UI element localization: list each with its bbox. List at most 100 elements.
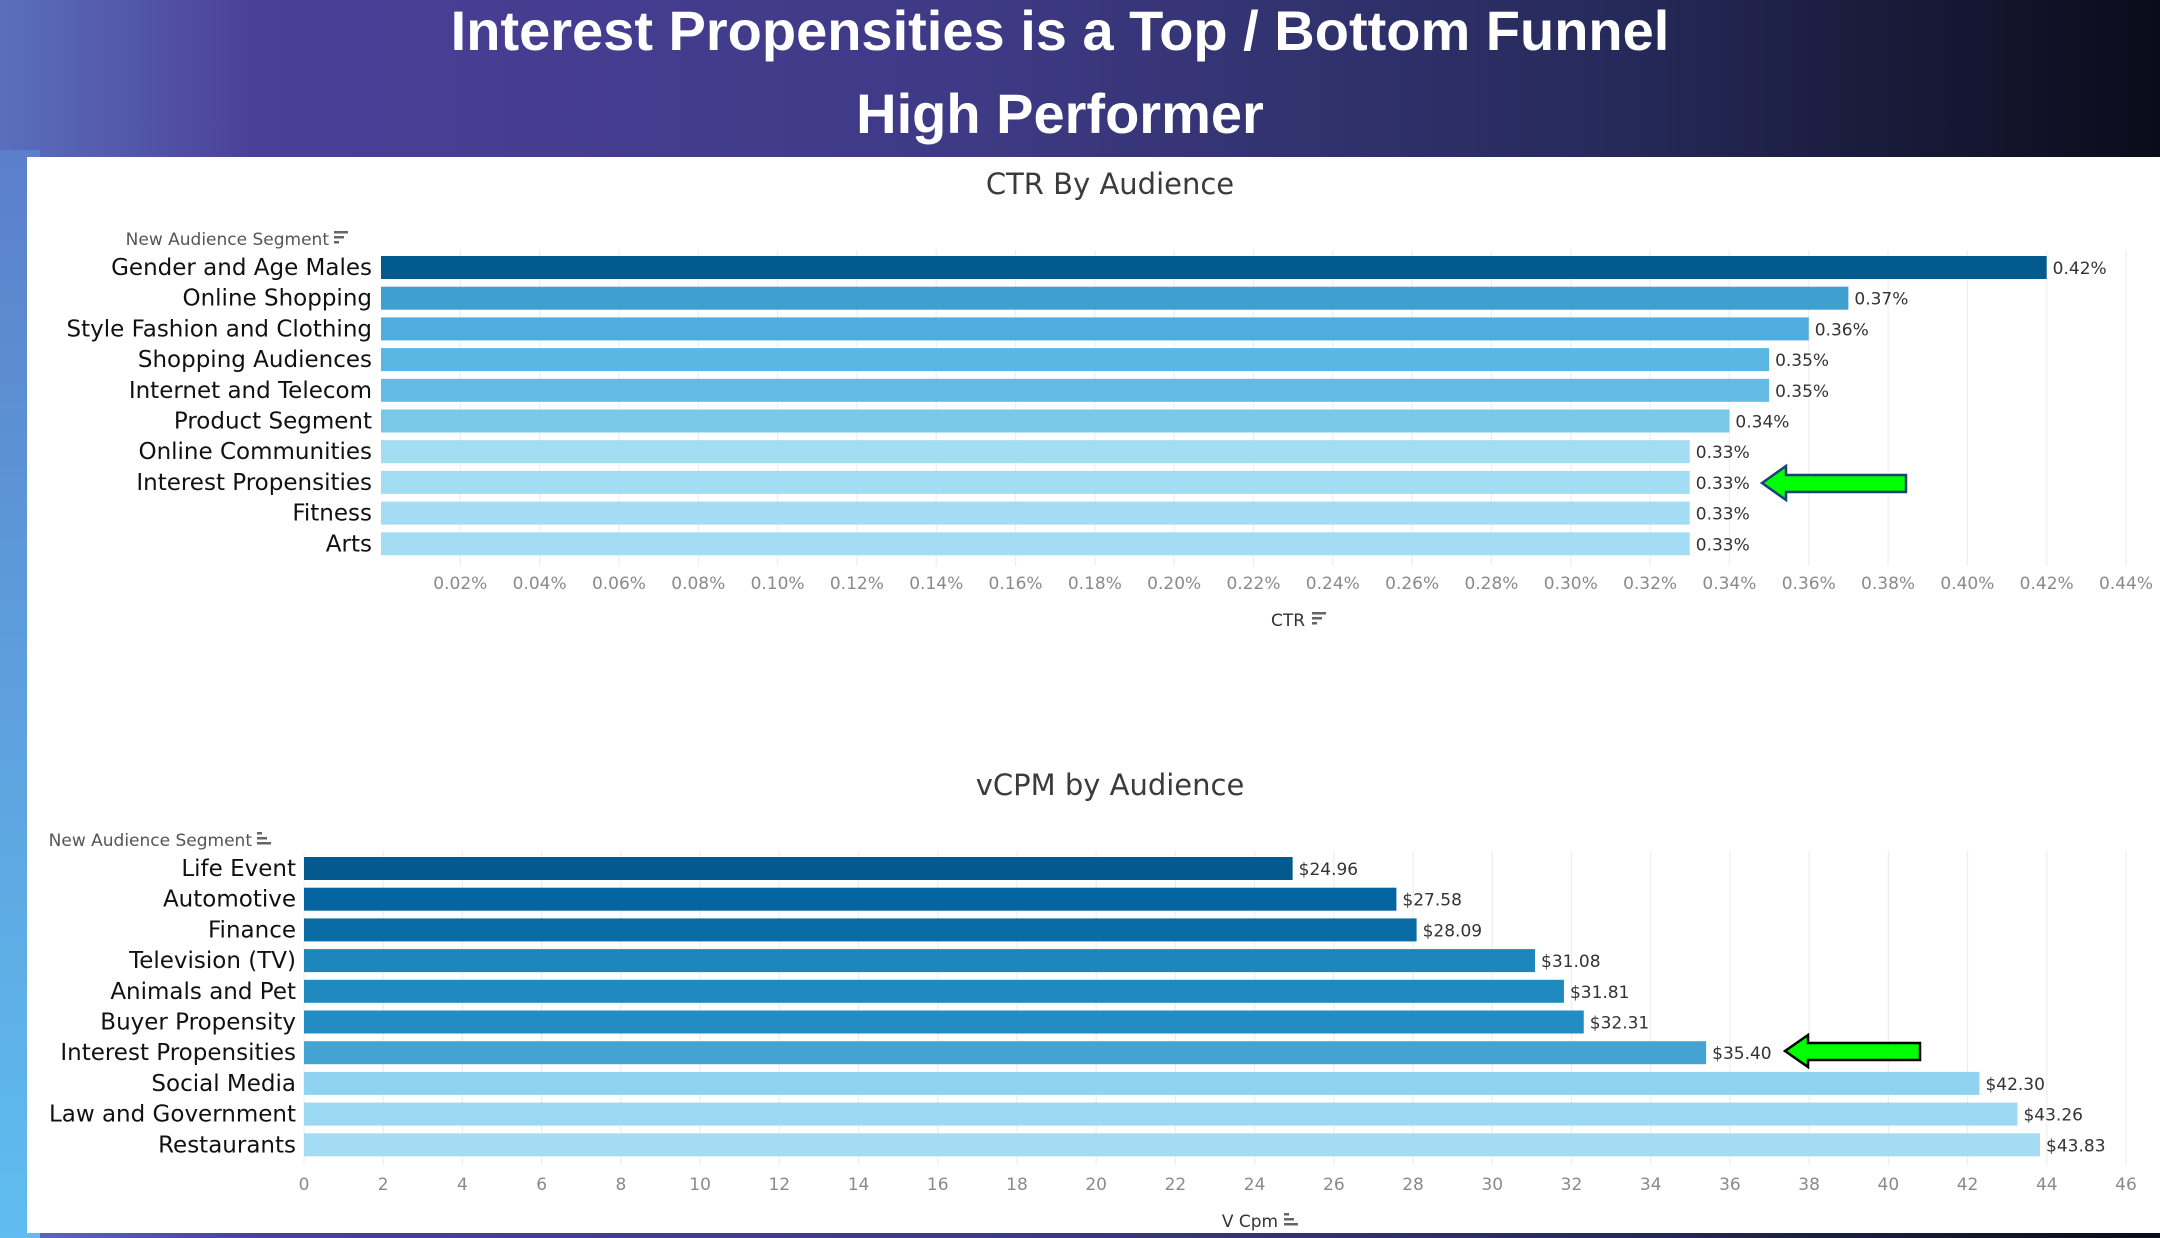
category-label: Law and Government (49, 1102, 296, 1128)
value-label: 0.34% (1735, 413, 1789, 433)
x-tick-label: 0.26% (1385, 574, 1439, 594)
x-tick-label: 0.22% (1226, 574, 1280, 594)
x-tick-label: 18 (1006, 1175, 1028, 1195)
bar[interactable] (304, 887, 1397, 911)
category-label: Restaurants (158, 1132, 296, 1158)
bar[interactable] (304, 918, 1417, 942)
x-tick-label: 0.06% (592, 574, 646, 594)
category-label: Buyer Propensity (100, 1010, 296, 1036)
x-tick-label: 12 (768, 1175, 790, 1195)
category-label: Product Segment (174, 409, 372, 435)
bar[interactable] (381, 317, 1809, 341)
category-label: Online Communities (138, 439, 372, 465)
bar[interactable] (304, 857, 1293, 880)
ctr-chart-title: CTR By Audience (986, 167, 1234, 201)
x-tick-label: 0.10% (751, 574, 805, 594)
category-label: Gender and Age Males (111, 255, 372, 281)
bar[interactable] (381, 378, 1770, 402)
vcpm-chart: vCPM by Audience New Audience Segment Li… (49, 768, 2137, 1232)
value-label: 0.35% (1775, 382, 1829, 402)
x-tick-label: 0.44% (2099, 574, 2153, 594)
category-label: Animals and Pet (110, 979, 296, 1005)
x-tick-label: 2 (378, 1175, 389, 1195)
x-tick-label: 36 (1719, 1175, 1741, 1195)
sort-desc-icon[interactable] (1312, 612, 1326, 625)
headline-line-2: High Performer (856, 82, 1264, 145)
bar[interactable] (304, 949, 1536, 973)
x-tick-label: 8 (615, 1175, 626, 1195)
x-tick-label: 6 (536, 1175, 547, 1195)
value-label: 0.33% (1696, 505, 1750, 525)
x-tick-label: 16 (927, 1175, 949, 1195)
category-label: Fitness (292, 501, 372, 527)
ctr-axis-label: CTR (1271, 611, 1305, 631)
x-tick-label: 0.12% (830, 574, 884, 594)
bar[interactable] (381, 440, 1690, 464)
value-label: $32.31 (1590, 1014, 1649, 1034)
x-tick-label: 0.18% (1068, 574, 1122, 594)
x-tick-label: 32 (1561, 1175, 1583, 1195)
bar[interactable] (304, 1010, 1584, 1034)
bar[interactable] (381, 409, 1730, 433)
x-tick-label: 46 (2115, 1175, 2137, 1195)
x-tick-label: 14 (848, 1175, 870, 1195)
x-tick-label: 44 (2036, 1175, 2058, 1195)
bar[interactable] (381, 470, 1690, 494)
sort-desc-icon[interactable] (334, 231, 348, 244)
value-label: 0.37% (1854, 290, 1908, 310)
category-label: Shopping Audiences (138, 347, 372, 373)
x-tick-label: 22 (1165, 1175, 1187, 1195)
category-label: Social Media (151, 1071, 296, 1097)
vcpm-category-header: New Audience Segment (49, 831, 253, 851)
bar[interactable] (304, 1041, 1707, 1065)
x-tick-label: 0 (299, 1175, 310, 1195)
value-label: $35.40 (1712, 1044, 1771, 1064)
value-label: 0.35% (1775, 351, 1829, 371)
x-tick-label: 34 (1640, 1175, 1662, 1195)
bar[interactable] (381, 286, 1849, 310)
value-label: $27.58 (1402, 891, 1461, 911)
value-label: $31.08 (1541, 952, 1600, 972)
x-tick-label: 24 (1244, 1175, 1266, 1195)
bar[interactable] (381, 532, 1690, 556)
bar[interactable] (381, 501, 1690, 525)
x-tick-label: 0.24% (1306, 574, 1360, 594)
sort-asc-icon[interactable] (257, 832, 271, 845)
bar[interactable] (304, 1102, 2018, 1126)
x-tick-label: 30 (1481, 1175, 1503, 1195)
headline-line-1: Interest Propensities is a Top / Bottom … (450, 0, 1670, 62)
x-tick-label: 0.20% (1147, 574, 1201, 594)
x-tick-label: 0.16% (989, 574, 1043, 594)
x-tick-label: 4 (457, 1175, 468, 1195)
value-label: $28.09 (1423, 921, 1482, 941)
value-label: $43.83 (2046, 1136, 2105, 1156)
category-label: Style Fashion and Clothing (67, 316, 372, 342)
value-label: 0.33% (1696, 535, 1750, 555)
x-tick-label: 26 (1323, 1175, 1345, 1195)
bar[interactable] (381, 256, 2047, 279)
value-label: 0.33% (1696, 443, 1750, 463)
sort-asc-icon[interactable] (1284, 1213, 1298, 1226)
category-label: Arts (326, 531, 372, 557)
x-tick-label: 0.02% (433, 574, 487, 594)
x-tick-label: 0.32% (1623, 574, 1677, 594)
x-tick-label: 0.40% (1940, 574, 1994, 594)
bar[interactable] (381, 348, 1770, 372)
value-label: $24.96 (1299, 860, 1358, 880)
category-label: Automotive (163, 887, 296, 913)
x-tick-label: 0.28% (1464, 574, 1518, 594)
category-label: Television (TV) (128, 948, 296, 974)
x-tick-label: 0.30% (1544, 574, 1598, 594)
category-label: Internet and Telecom (129, 378, 372, 404)
bar[interactable] (304, 1071, 1980, 1095)
x-tick-label: 0.14% (909, 574, 963, 594)
value-label: 0.36% (1815, 320, 1869, 340)
x-tick-label: 40 (1878, 1175, 1900, 1195)
bar[interactable] (304, 979, 1564, 1003)
x-tick-label: 38 (1798, 1175, 1820, 1195)
x-tick-label: 0.38% (1861, 574, 1915, 594)
x-tick-label: 0.34% (1702, 574, 1756, 594)
value-label: $31.81 (1570, 983, 1629, 1003)
bar[interactable] (304, 1133, 2041, 1157)
